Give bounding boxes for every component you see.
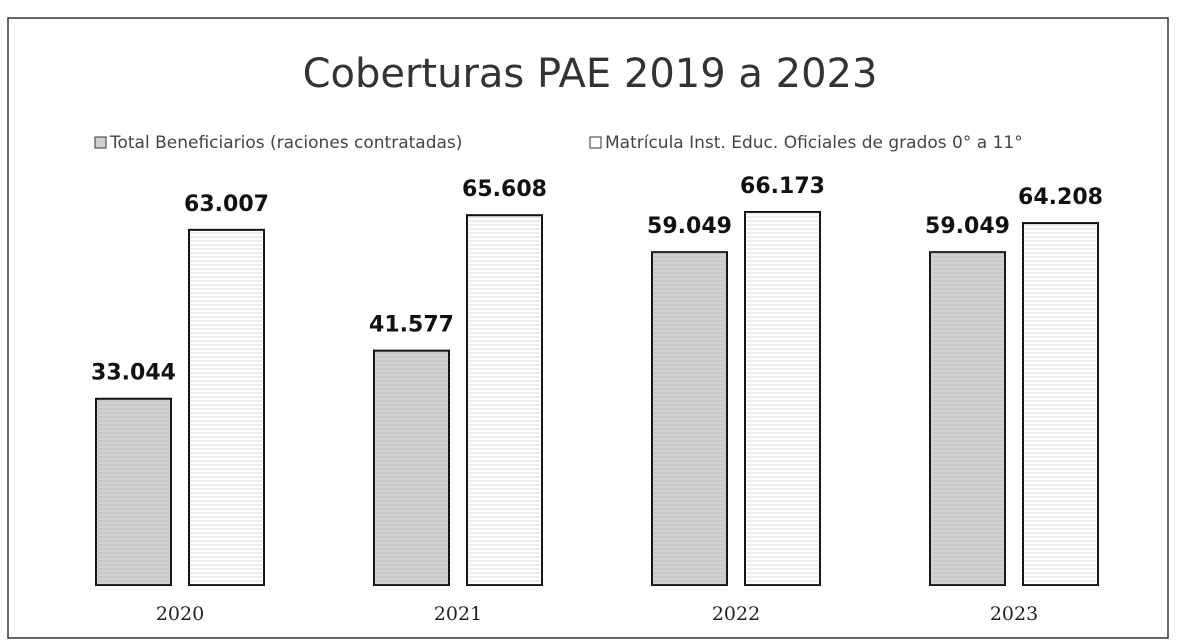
data-label: 63.007 <box>184 192 269 217</box>
bar-texture <box>189 229 264 585</box>
bar-texture <box>96 398 171 585</box>
x-tick-label: 2021 <box>434 603 482 625</box>
data-label: 33.044 <box>91 361 176 386</box>
x-tick-label: 2023 <box>990 603 1038 625</box>
bar-texture <box>930 252 1005 586</box>
legend-marker <box>589 136 602 149</box>
data-label: 59.049 <box>925 214 1010 239</box>
legend-label: Matrícula Inst. Educ. Oficiales de grado… <box>605 133 1023 153</box>
bar-texture <box>374 350 449 585</box>
chart-title: Coberturas PAE 2019 a 2023 <box>303 51 878 97</box>
legend-marker <box>94 136 107 149</box>
bar-texture <box>467 215 542 585</box>
legend-label: Total Beneficiarios (raciones contratada… <box>109 133 462 153</box>
bar-texture <box>652 252 727 586</box>
data-label: 59.049 <box>647 214 732 239</box>
data-label: 41.577 <box>369 313 454 338</box>
data-label: 66.173 <box>740 174 825 199</box>
x-tick-label: 2020 <box>156 603 204 625</box>
bar-texture <box>1023 223 1098 586</box>
data-label: 64.208 <box>1018 185 1103 210</box>
x-tick-label: 2022 <box>712 603 760 625</box>
bar-texture <box>745 212 820 585</box>
data-label: 65.608 <box>462 177 547 202</box>
